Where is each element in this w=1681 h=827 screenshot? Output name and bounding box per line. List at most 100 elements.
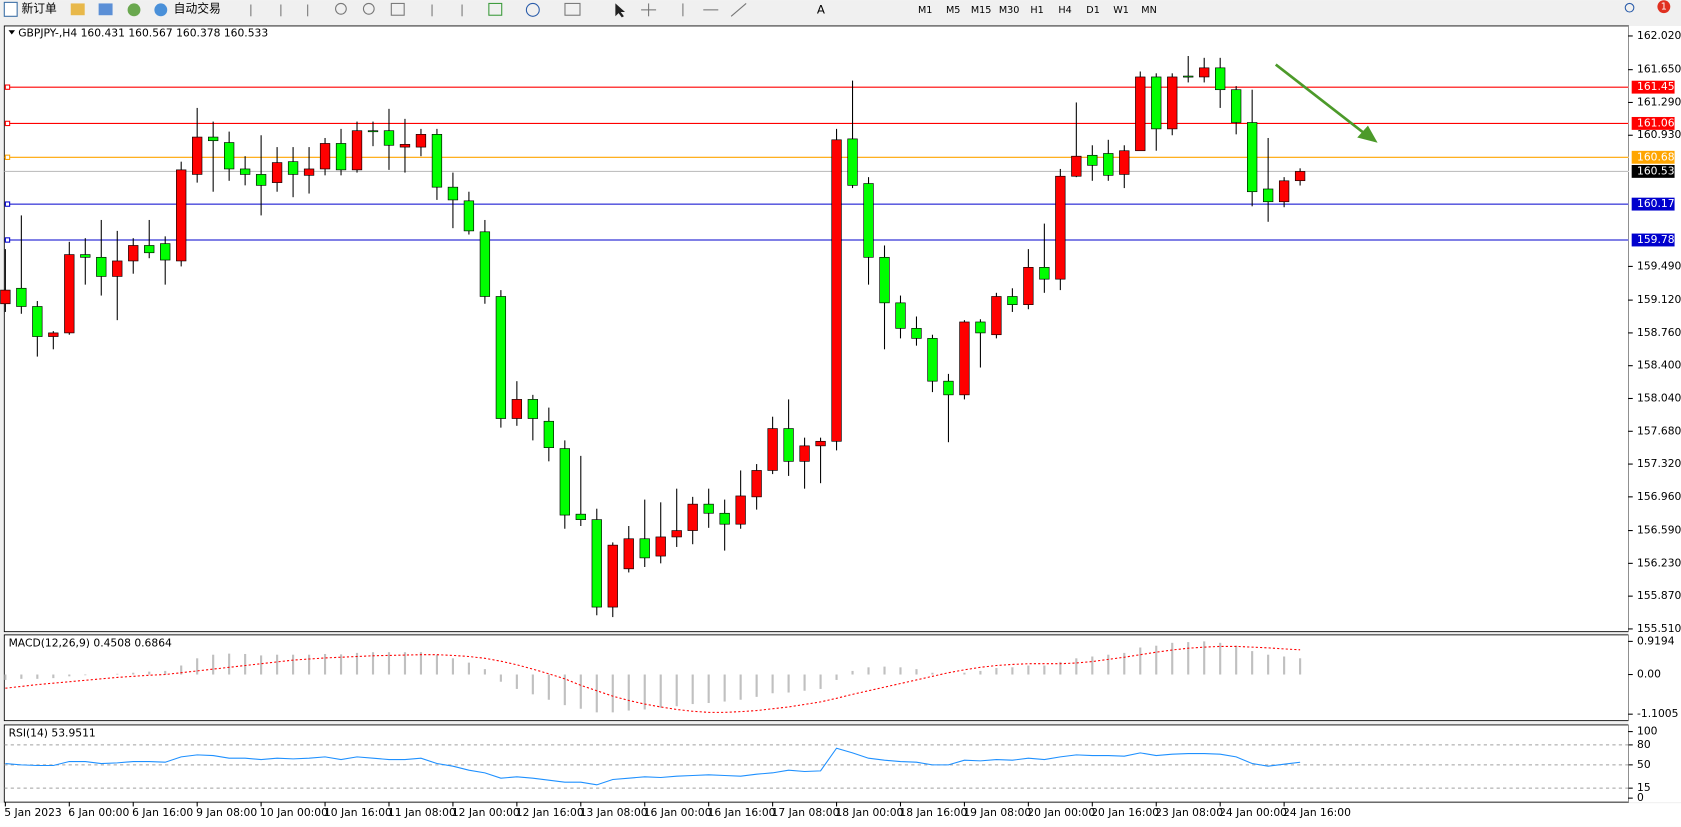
y-tick-label: 0.00	[1637, 668, 1661, 681]
candle-body	[1055, 175, 1066, 280]
candle-body	[1023, 267, 1034, 305]
candle-body	[943, 380, 954, 396]
candle-body	[1215, 67, 1226, 91]
timeframe-button[interactable]: M5	[946, 5, 960, 16]
x-tick-label: 20 Jan 00:00	[1027, 806, 1095, 819]
candle-body	[687, 503, 698, 531]
y-tick-label: 159.490	[1637, 259, 1681, 272]
close-value: 160.533	[224, 26, 268, 39]
macd-value: 0.4508	[93, 636, 131, 649]
x-tick-label: 23 Jan 08:00	[1155, 806, 1223, 819]
search-icon[interactable]	[1624, 2, 1635, 13]
candle-body	[32, 306, 43, 337]
x-tick-label: 18 Jan 00:00	[835, 806, 903, 819]
y-tick-label: 161.650	[1637, 63, 1681, 76]
candle-body	[815, 440, 826, 447]
x-tick-label: 12 Jan 00:00	[452, 806, 520, 819]
cursor-icon[interactable]	[615, 3, 626, 18]
badge[interactable]: 1	[1661, 2, 1667, 13]
level-handle	[4, 154, 11, 160]
icon-auto[interactable]	[154, 3, 168, 17]
candle-body	[975, 321, 986, 334]
candle-body	[383, 130, 395, 146]
low-value: 160.378	[176, 26, 221, 39]
x-tick-label: 9 Jan 08:00	[196, 806, 257, 819]
y-tick-label: 158.400	[1637, 359, 1681, 372]
auto-trading[interactable]: 自动交易	[174, 1, 221, 15]
last-price-label: 160.533	[1637, 164, 1681, 177]
icon-new-order[interactable]	[3, 1, 18, 17]
timeframe-button[interactable]: H1	[1030, 5, 1043, 16]
icon[interactable]	[70, 3, 85, 16]
candle-body	[415, 134, 427, 148]
trend-arrow	[1274, 63, 1378, 143]
y-tick-label: 160.930	[1637, 128, 1681, 141]
x-tick-label: 20 Jan 16:00	[1091, 806, 1159, 819]
candle-body	[223, 142, 235, 170]
candle-body	[112, 260, 123, 277]
candle-body	[208, 136, 219, 142]
level-handle	[4, 84, 11, 90]
badge-bg[interactable]	[1657, 0, 1671, 14]
macd-pane	[3, 634, 1629, 722]
timeframes: M1 M5 M15 M30 H1 H4 D1 W1 MN	[918, 5, 1157, 16]
candle-body	[367, 130, 379, 133]
candle-body	[96, 256, 107, 277]
timeframe-button[interactable]: M15	[971, 5, 992, 16]
x-tick-label: 24 Jan 00:00	[1219, 806, 1287, 819]
y-tick-label: 159.120	[1637, 293, 1681, 306]
text-tool[interactable]: A	[817, 2, 825, 16]
x-tick-label: 19 Jan 08:00	[963, 806, 1031, 819]
candle-body	[495, 296, 507, 419]
candle-body	[879, 256, 890, 304]
toolbar-icons	[250, 2, 747, 17]
candle-body	[479, 231, 491, 297]
timeframe-button[interactable]: W1	[1113, 5, 1129, 16]
candle-body	[335, 143, 347, 171]
candle-body	[607, 544, 618, 608]
candle-body	[192, 136, 203, 175]
candle-body	[1199, 67, 1210, 78]
y-tick-label: -1.1005	[1637, 707, 1678, 720]
icon[interactable]	[127, 3, 141, 17]
timeframe-button[interactable]: M30	[999, 5, 1020, 16]
candle-body	[1231, 89, 1242, 123]
icon[interactable]	[98, 3, 113, 16]
timeframe-button[interactable]: M1	[918, 5, 932, 16]
level-label-bg	[1631, 116, 1675, 130]
y-tick-label: 50	[1637, 758, 1651, 771]
y-tick-label: 156.960	[1637, 490, 1681, 503]
timeframe-button[interactable]: D1	[1086, 5, 1100, 16]
candle-body	[655, 536, 666, 557]
candle-body	[351, 130, 363, 171]
candle-body	[1167, 76, 1178, 130]
candle-body	[735, 495, 746, 525]
candle-body	[64, 254, 75, 334]
candle-body	[128, 245, 139, 262]
y-tick-label: 158.760	[1637, 326, 1681, 339]
level-label: 159.780	[1637, 233, 1681, 246]
candle-body	[895, 302, 906, 329]
new-order[interactable]: 新订单	[21, 1, 57, 15]
candle-body	[527, 399, 538, 419]
candle-body	[303, 168, 315, 176]
high-value: 160.567	[128, 26, 172, 39]
candle-body	[1247, 122, 1258, 193]
symbol: GBPJPY-,H4	[18, 26, 77, 39]
y-tick-label: 156.230	[1637, 556, 1681, 569]
candle-body	[463, 200, 475, 232]
timeframe-button[interactable]: MN	[1141, 5, 1157, 16]
candle-body	[1135, 76, 1146, 152]
timeframe-button[interactable]: H4	[1058, 5, 1071, 16]
candle-body	[511, 399, 523, 419]
rsi-title: RSI(14)	[9, 727, 48, 740]
candle-body	[16, 287, 27, 307]
level-label-bg	[1631, 233, 1675, 247]
candle-body	[767, 428, 778, 471]
x-tick-label: 24 Jan 16:00	[1283, 806, 1351, 819]
candle-body	[431, 134, 443, 188]
candle-body	[48, 332, 59, 337]
x-tick-label: 13 Jan 08:00	[580, 806, 648, 819]
